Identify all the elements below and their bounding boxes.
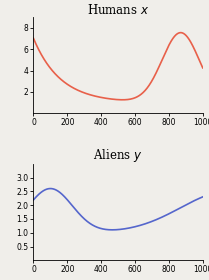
Title: Humans $x$: Humans $x$ (87, 3, 149, 17)
Title: Aliens $y$: Aliens $y$ (93, 147, 143, 164)
